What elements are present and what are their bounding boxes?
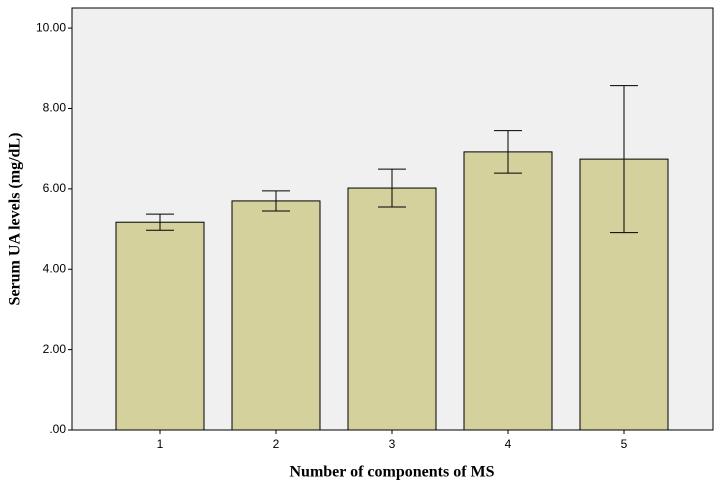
y-tick-label: 10.00 [36,20,66,34]
x-tick-label: 2 [273,437,280,451]
y-tick-label: .00 [49,422,66,436]
y-tick-label: 2.00 [43,342,67,356]
x-tick-label: 3 [389,437,396,451]
bar [231,200,321,431]
y-axis-title: Serum UA levels (mg/dL) [7,133,24,306]
x-tick-label: 5 [621,437,628,451]
y-tick-label: 4.00 [43,261,67,275]
x-tick-label: 4 [505,437,512,451]
bar [463,151,553,431]
x-tick-label: 1 [157,437,164,451]
x-axis-title: Number of components of MS [289,464,494,481]
bar [347,187,437,431]
y-tick-label: 6.00 [43,181,67,195]
bar [115,221,205,431]
y-tick-label: 8.00 [43,101,67,115]
